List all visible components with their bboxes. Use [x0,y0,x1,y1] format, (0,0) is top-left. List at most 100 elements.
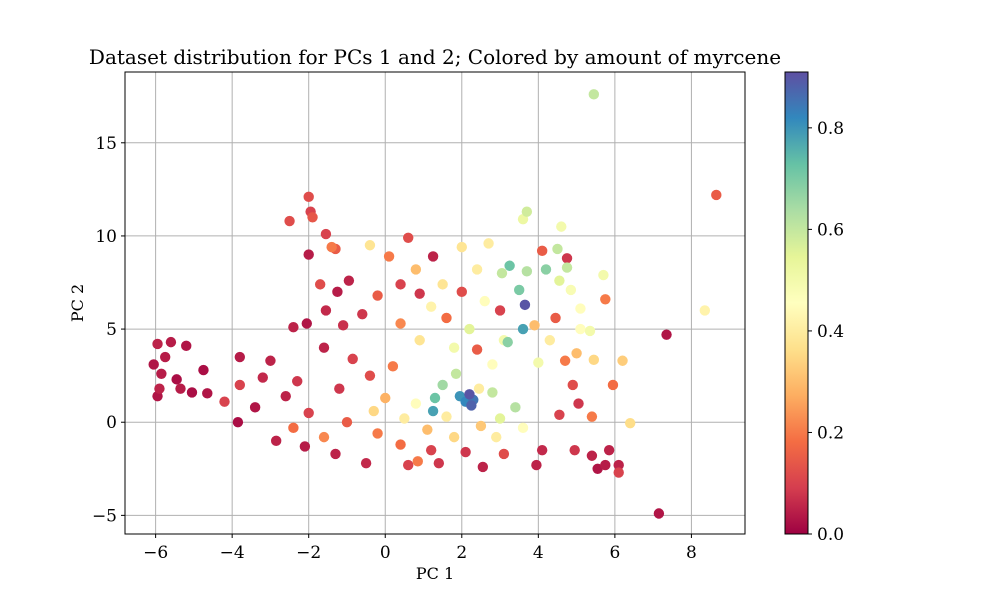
data-point [154,383,165,394]
data-points [148,89,722,519]
data-point [600,459,611,471]
data-point [318,431,330,443]
data-point [519,299,531,311]
x-tick-label: −6 [143,543,168,563]
data-point [347,353,358,365]
data-point [288,422,299,434]
x-tick-label: 8 [686,543,697,563]
data-point [624,417,636,429]
data-point [466,400,477,411]
data-point [598,269,609,281]
y-axis-ticks: −5 0 5 10 15 [92,134,125,526]
data-point [364,240,376,251]
data-point [510,402,521,413]
x-tick-label: −4 [220,543,245,563]
data-point [257,372,268,383]
data-point [517,323,529,335]
data-point [148,359,159,370]
colorbar-tick-label: 0.0 [817,525,844,545]
data-point [159,351,171,363]
data-point [422,424,433,435]
data-point [521,206,533,217]
data-point [487,359,498,370]
data-point [586,450,598,461]
data-point [410,264,422,275]
data-point [433,458,445,469]
data-point [464,323,475,335]
x-tick-label: 2 [456,543,467,563]
data-point [303,249,314,260]
data-point [284,215,295,227]
data-point [181,340,192,352]
data-point [575,303,586,314]
data-point [360,458,372,469]
data-point [653,508,665,519]
data-point [288,322,299,333]
data-point [372,428,383,439]
data-point [380,392,391,404]
data-point [318,342,330,353]
data-point [320,305,332,316]
data-point [496,267,508,279]
data-point [299,441,311,452]
data-point [427,405,439,417]
data-point [561,253,573,264]
data-point [280,390,291,402]
y-axis-label: PC 2 [68,284,87,322]
x-axis-ticks: −6 −4 −2 0 2 4 6 8 [143,534,697,563]
data-point [529,320,540,331]
data-point [550,312,561,324]
data-point [198,364,209,376]
data-point [491,431,502,443]
data-point [456,286,467,298]
data-point [249,402,261,413]
data-point [429,392,441,404]
data-point [588,89,600,100]
data-point [504,260,515,271]
x-axis-label: PC 1 [416,564,454,583]
data-point [320,228,332,240]
data-point [395,279,406,290]
data-point [487,387,498,398]
data-point [567,379,578,391]
data-point [425,444,437,456]
data-point [613,467,624,478]
y-tick-label: 0 [106,413,117,433]
data-point [171,374,182,385]
data-point [175,383,186,394]
data-point [364,370,376,381]
data-point [341,417,353,428]
data-point [513,284,525,296]
data-point [399,413,410,424]
data-point [573,398,584,409]
data-point [414,288,425,299]
data-point [395,439,406,450]
data-point [603,444,615,456]
colorbar-ticks: 0.0 0.2 0.4 0.6 0.8 [808,119,844,545]
data-point [448,431,460,443]
data-point [531,459,542,471]
data-point [661,329,672,340]
data-point [448,342,460,353]
data-point [450,368,462,379]
colorbar-tick-label: 0.8 [817,119,844,139]
data-point [552,243,563,255]
colorbar-tick-label: 0.2 [817,423,844,443]
data-point [303,407,314,419]
data-point [395,318,406,329]
data-point [569,444,580,456]
data-point [270,435,282,447]
data-point [152,338,163,350]
data-point [307,212,318,223]
x-tick-label: −2 [296,543,321,563]
data-point [477,461,489,473]
data-point [494,305,506,316]
data-point [337,320,349,331]
data-point [471,344,483,355]
data-point [357,308,368,320]
data-point [334,383,345,394]
data-point [584,325,596,337]
data-point [219,396,230,407]
data-point [483,238,494,249]
